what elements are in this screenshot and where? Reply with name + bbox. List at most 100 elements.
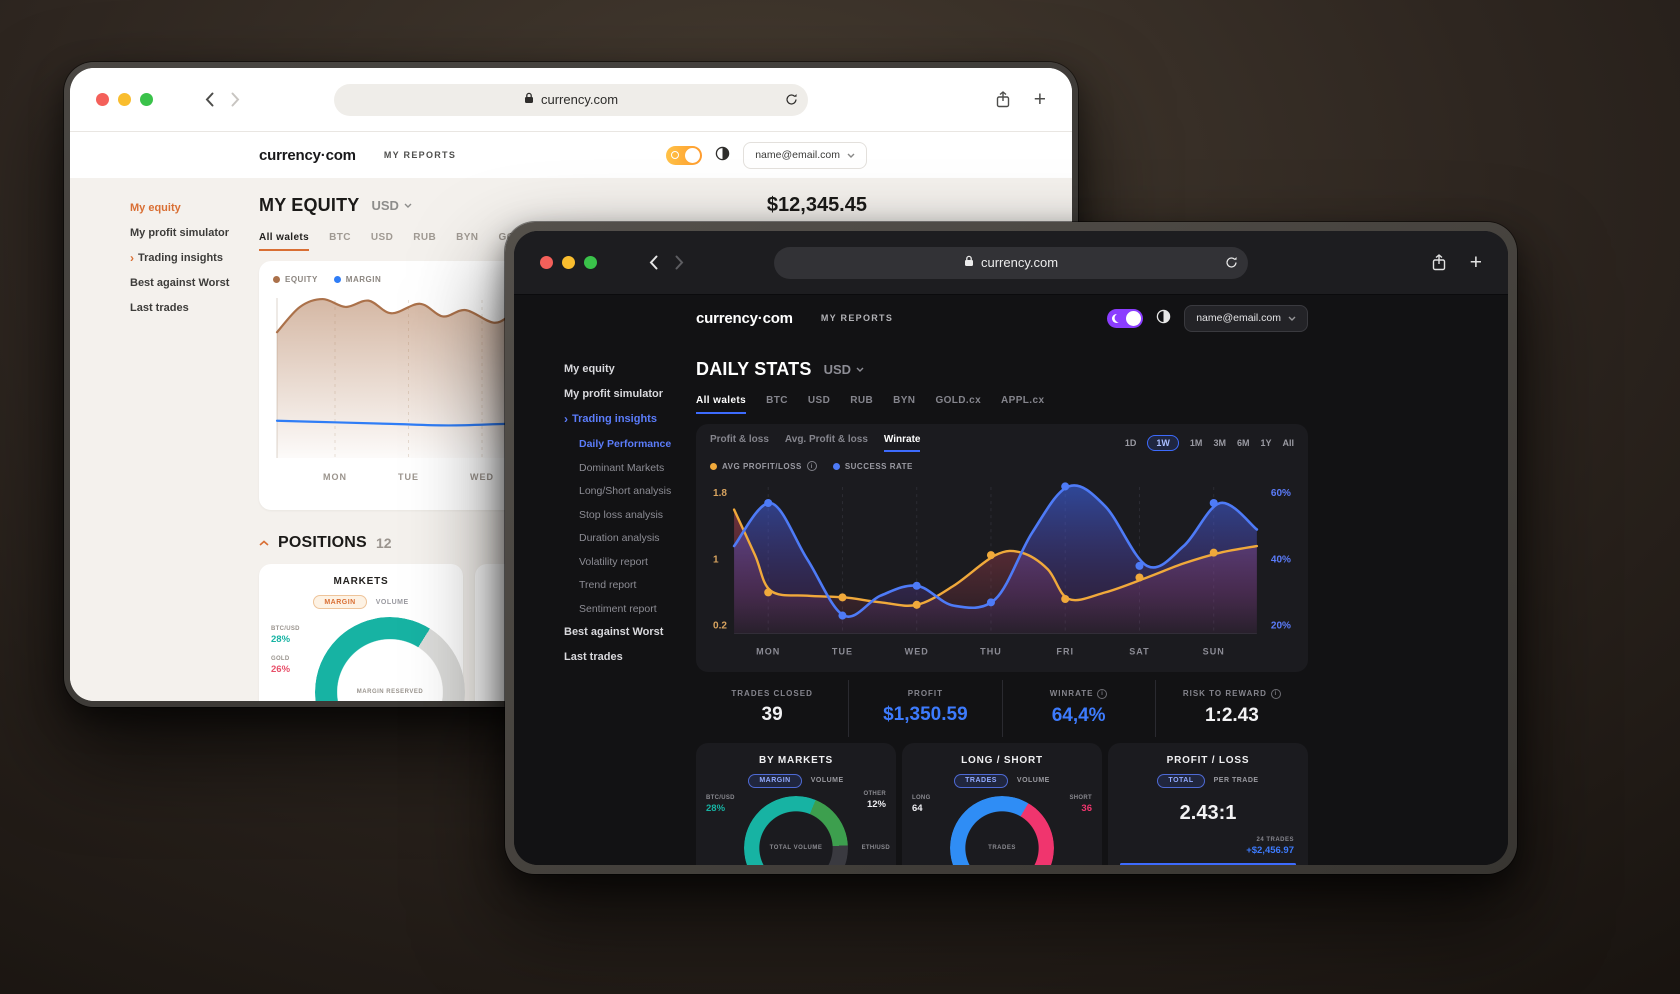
toolbar-right: +: [996, 87, 1046, 111]
tab-avg-profit-loss[interactable]: Avg. Profit & loss: [784, 434, 868, 445]
time-all[interactable]: All: [1282, 438, 1294, 448]
traffic-lights: [96, 93, 153, 106]
close-window-button[interactable]: [96, 93, 109, 106]
url-bar[interactable]: currency.com: [774, 246, 1248, 279]
legend-label: SUCCESS RATE: [844, 461, 913, 471]
browser-toolbar: currency.com +: [514, 231, 1508, 295]
margin-dot-icon: [333, 276, 341, 283]
sidebar-subitem-sentiment-report[interactable]: Sentiment report: [579, 602, 657, 615]
time-3m[interactable]: 3M: [1213, 438, 1226, 448]
sidebar-item-my-equity[interactable]: My equity: [130, 202, 259, 214]
toggle-margin[interactable]: MARGIN: [748, 773, 802, 788]
theme-toggle[interactable]: [1107, 308, 1144, 328]
time-6m[interactable]: 6M: [1236, 438, 1250, 448]
zoom-window-button[interactable]: [584, 256, 597, 269]
sidebar-item-best-against-worst[interactable]: Best against Worst: [130, 277, 259, 289]
share-button[interactable]: [1432, 254, 1446, 271]
url-bar[interactable]: currency.com: [334, 83, 808, 116]
stat-label: SHORT: [1069, 794, 1092, 801]
back-button[interactable]: [205, 92, 214, 107]
wallet-tab-appl[interactable]: APPL.cx: [1001, 395, 1045, 406]
wallet-tab-usd[interactable]: USD: [807, 395, 831, 406]
toggle-volume[interactable]: VOLUME: [375, 598, 409, 606]
close-window-button[interactable]: [540, 256, 553, 269]
account-menu[interactable]: name@email.com: [1184, 304, 1308, 332]
contrast-icon[interactable]: [715, 146, 730, 164]
new-tab-button[interactable]: +: [1033, 87, 1046, 111]
wallet-tab-rub[interactable]: RUB: [850, 395, 874, 406]
toggle-total[interactable]: TOTAL: [1157, 773, 1205, 788]
sidebar-item-my-profit-simulator[interactable]: My profit simulator: [564, 388, 696, 400]
share-button[interactable]: [996, 91, 1010, 108]
account-menu[interactable]: name@email.com: [743, 141, 867, 169]
toggle-trades[interactable]: TRADES: [954, 773, 1008, 788]
chevron-down-icon: [404, 203, 412, 208]
title-row: DAILY STATS USD: [696, 359, 1308, 380]
wallet-tab-byn[interactable]: BYN: [456, 232, 479, 243]
wallet-tab-btc[interactable]: BTC: [329, 232, 351, 243]
minimize-window-button[interactable]: [562, 256, 575, 269]
toggle-volume: VOLUME: [1016, 777, 1050, 785]
section-label: MY REPORTS: [383, 150, 457, 160]
sidebar-item-my-profit-simulator[interactable]: My profit simulator: [130, 227, 259, 239]
theme-toggle[interactable]: [666, 145, 703, 165]
currency-select[interactable]: USD: [371, 198, 412, 213]
wallet-tab-byn[interactable]: BYN: [893, 395, 916, 406]
toggle-volume[interactable]: VOLUME: [810, 777, 844, 785]
stat-label: TRADES CLOSED: [731, 688, 813, 698]
time-1m[interactable]: 1M: [1189, 438, 1203, 448]
toggle-margin[interactable]: MARGIN: [313, 595, 367, 609]
app-header: currency·com MY REPORTS name@email.com: [70, 132, 1072, 178]
back-button[interactable]: [649, 255, 658, 270]
sidebar-item-best-against-worst[interactable]: Best against Worst: [564, 626, 696, 638]
sidebar-subitem-duration-analysis[interactable]: Duration analysis: [579, 532, 660, 544]
account-email: name@email.com: [1196, 312, 1281, 324]
sidebar-item-last-trades[interactable]: Last trades: [564, 651, 696, 663]
time-1y[interactable]: 1Y: [1260, 438, 1272, 448]
sidebar-subitem-long-short-analysis[interactable]: Long/Short analysis: [579, 485, 672, 497]
wallet-tab-btc[interactable]: BTC: [766, 395, 788, 406]
refresh-button[interactable]: [1225, 256, 1238, 272]
forward-button[interactable]: [231, 92, 240, 107]
long-short-donut: TRADES: [950, 795, 1054, 865]
sidebar-subitem-trend-report[interactable]: Trend report: [579, 579, 637, 591]
tab-winrate[interactable]: Winrate: [883, 434, 921, 452]
sidebar-subitem-volatility-report[interactable]: Volatility report: [579, 555, 648, 568]
wallet-tab-all[interactable]: All walets: [696, 395, 747, 414]
markets-donut: MARGIN RESERVED: [315, 617, 465, 701]
sidebar-item-last-trades[interactable]: Last trades: [130, 302, 259, 314]
card-title: PROFIT / LOSS: [1166, 754, 1250, 766]
sidebar-item-trading-insights[interactable]: › Trading insights: [564, 413, 696, 425]
sidebar-item-my-equity[interactable]: My equity: [564, 363, 696, 375]
info-icon[interactable]: [1097, 688, 1108, 699]
wallet-tabs: All walets BTC USD RUB BYN GOLD.cx APPL.…: [696, 395, 1308, 414]
donut-center-label: TRADES: [988, 844, 1016, 851]
new-tab-button[interactable]: +: [1469, 250, 1482, 274]
wallet-tab-gold[interactable]: GOLD.cx: [935, 395, 982, 406]
sidebar-subitem-dominant-markets[interactable]: Dominant Markets: [579, 461, 665, 474]
sidebar-subitem-daily-performance[interactable]: Daily Performance: [579, 438, 672, 450]
section-label: MY REPORTS: [820, 313, 894, 323]
sidebar-item-trading-insights[interactable]: › Trading insights: [130, 252, 259, 264]
wallet-tab-rub[interactable]: RUB: [413, 232, 437, 243]
sidebar-subitem-stop-loss-analysis[interactable]: Stop loss analysis: [579, 508, 664, 521]
wallet-tab-usd[interactable]: USD: [370, 232, 394, 243]
info-icon[interactable]: [806, 461, 817, 471]
forward-button[interactable]: [675, 255, 684, 270]
toggle-per-trade[interactable]: PER TRADE: [1213, 777, 1259, 785]
chevron-up-icon[interactable]: [259, 540, 269, 546]
time-1w[interactable]: 1W: [1147, 435, 1179, 451]
zoom-window-button[interactable]: [140, 93, 153, 106]
page-title: MY EQUITY: [259, 195, 360, 215]
sidebar-item-label: Last trades: [130, 302, 189, 314]
refresh-button[interactable]: [785, 93, 798, 109]
contrast-icon[interactable]: [1156, 309, 1171, 327]
info-icon[interactable]: [1270, 688, 1281, 699]
minimize-window-button[interactable]: [118, 93, 131, 106]
currency-select[interactable]: USD: [824, 362, 864, 377]
tab-profit-loss[interactable]: Profit & loss: [710, 434, 769, 445]
by-markets-toggle: MARGIN VOLUME: [708, 773, 884, 788]
wallet-tab-all[interactable]: All walets: [259, 232, 310, 251]
time-1d[interactable]: 1D: [1124, 438, 1137, 448]
stat-value: 12%: [866, 798, 886, 810]
